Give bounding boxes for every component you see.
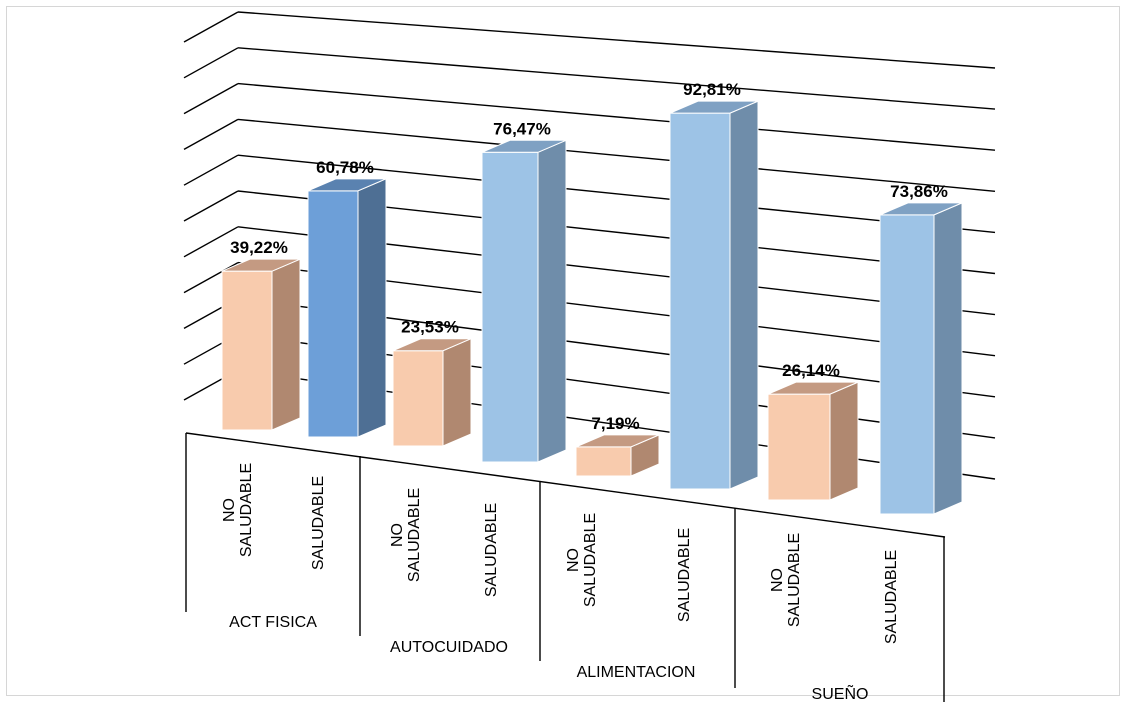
gridline-left bbox=[183, 82, 239, 115]
gridline bbox=[237, 47, 996, 110]
gridline-left bbox=[183, 226, 239, 258]
tick-label: SALUDABLE bbox=[883, 550, 900, 644]
data-label: 73,86% bbox=[890, 182, 948, 201]
bar-front-face bbox=[767, 393, 831, 501]
bar-act-fisica-no-saludable bbox=[221, 258, 301, 431]
bar-top-face bbox=[392, 338, 472, 352]
bar-side-face bbox=[537, 139, 567, 463]
bar-top-face bbox=[307, 178, 387, 192]
bar-top-face bbox=[221, 258, 301, 272]
data-label: 60,78% bbox=[316, 158, 374, 177]
tick-label: SALUDABLE bbox=[310, 476, 327, 570]
tick-label: SALUDABLE bbox=[676, 528, 693, 622]
data-labels: 39,22% 60,78% 23,53% 76,47% 7,19% 92,81% 26,14… bbox=[230, 80, 948, 433]
bar-top-face bbox=[669, 100, 759, 114]
data-label: 92,81% bbox=[683, 80, 741, 99]
bar-top-face bbox=[575, 434, 660, 448]
bar-sue-o-saludable bbox=[879, 202, 963, 515]
group-label: ALIMENTACION bbox=[577, 664, 696, 681]
bar-front-face bbox=[392, 350, 444, 447]
category-axis: NOSALUDABLE SALUDABLE NOSALUDABLE SALUDABLE… bbox=[185, 432, 946, 702]
gridline bbox=[237, 11, 996, 69]
bar-alimentacion-saludable bbox=[669, 100, 759, 490]
bar-front-face bbox=[307, 190, 359, 438]
bars bbox=[221, 100, 963, 515]
tick-label: NOSALUDABLE bbox=[769, 533, 803, 627]
tick-label: NOSALUDABLE bbox=[221, 463, 255, 557]
bar-side-face bbox=[357, 178, 387, 438]
bar-front-face bbox=[221, 270, 273, 431]
gridline bbox=[237, 82, 996, 151]
bar-sue-o-no-saludable bbox=[767, 381, 859, 501]
bar-side-face bbox=[829, 381, 859, 501]
bar-autocuidado-saludable bbox=[481, 139, 567, 463]
group-label: SUEÑO bbox=[812, 683, 869, 702]
bar-top-face bbox=[767, 381, 859, 395]
gridlines bbox=[183, 11, 996, 480]
bar-front-face bbox=[879, 214, 935, 515]
gridline bbox=[237, 154, 996, 234]
bar-top-face bbox=[879, 202, 963, 216]
bar-side-face bbox=[271, 258, 301, 431]
bar-side-face bbox=[729, 100, 759, 490]
gridline-left bbox=[183, 118, 239, 151]
gridline-left bbox=[183, 261, 239, 294]
data-label: 26,14% bbox=[782, 361, 840, 380]
data-label: 7,19% bbox=[591, 414, 639, 433]
tick-label: NOSALUDABLE bbox=[389, 488, 423, 582]
bar-alimentacion-no-saludable bbox=[575, 434, 660, 477]
bar-side-face bbox=[442, 337, 472, 447]
data-label: 76,47% bbox=[493, 119, 551, 138]
group-label: ACT FISICA bbox=[229, 614, 317, 631]
bar-side-face bbox=[933, 202, 963, 515]
gridline-left bbox=[183, 190, 239, 222]
bar-top-face bbox=[481, 139, 567, 153]
data-label: 23,53% bbox=[401, 318, 459, 337]
tick-label: NOSALUDABLE bbox=[565, 513, 599, 607]
bar-act-fisica-saludable bbox=[307, 178, 387, 438]
bar-front-face bbox=[575, 446, 632, 477]
bar-front-face bbox=[481, 151, 539, 463]
gridline-left bbox=[183, 154, 239, 186]
tick-label: SALUDABLE bbox=[483, 503, 500, 597]
bar-front-face bbox=[669, 112, 731, 490]
group-label: AUTOCUIDADO bbox=[390, 639, 508, 656]
gridline bbox=[237, 118, 996, 192]
gridline-left bbox=[183, 11, 239, 43]
gridline-left bbox=[183, 47, 239, 79]
axis-baseline bbox=[185, 432, 946, 538]
data-label: 39,22% bbox=[230, 238, 288, 257]
bar-autocuidado-no-saludable bbox=[392, 337, 472, 447]
